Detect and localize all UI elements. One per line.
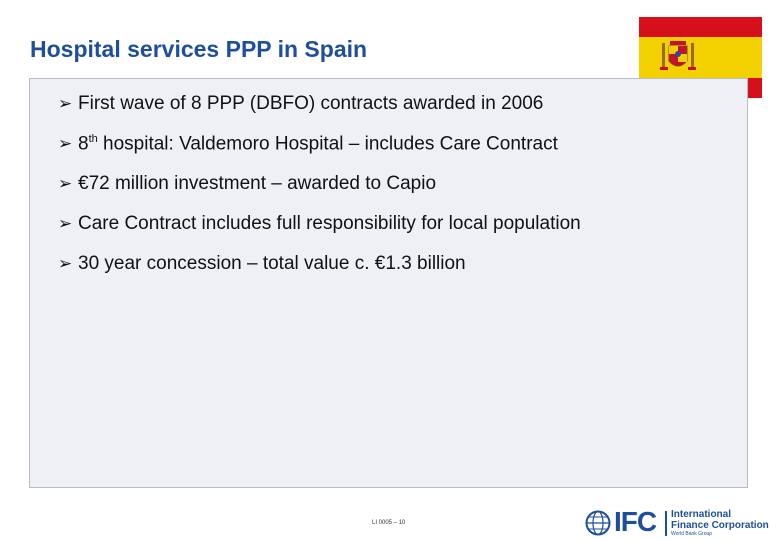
flag-stripe-top [639,17,762,37]
bullet-item: ➢ 30 year concession – total value c. €1… [58,253,581,293]
arrowhead-bullet-icon: ➢ [58,254,73,273]
logo-divider [665,511,667,536]
footer-code: LI 0005 – 10 [372,520,406,526]
logo-name-line1: International [671,509,732,520]
logo-mark: IFC [614,506,657,537]
bullet-text: €72 million investment – awarded to Capi… [78,173,437,194]
slide-title: Hospital services PPP in Spain [30,36,368,62]
ifc-logo: IFC International Finance Corporation Wo… [585,506,775,538]
bullet-list: ➢ First wave of 8 PPP (DBFO) contracts a… [58,93,581,293]
arrowhead-bullet-icon: ➢ [58,94,73,113]
bullet-text: Care Contract includes full responsibili… [78,213,581,234]
arrowhead-bullet-icon: ➢ [58,134,73,154]
arrowhead-bullet-icon: ➢ [58,174,73,193]
coat-of-arms-icon [660,41,696,70]
bullet-text: 8th hospital: Valdemoro Hospital – inclu… [78,133,558,155]
arrowhead-bullet-icon: ➢ [58,214,73,233]
bullet-item: ➢ First wave of 8 PPP (DBFO) contracts a… [58,93,581,133]
bullet-text-post: hospital: Valdemoro Hospital – includes … [97,133,558,155]
bullet-item: ➢ Care Contract includes full responsibi… [58,213,581,253]
bullet-item: ➢ €72 million investment – awarded to Ca… [58,173,581,213]
bullet-text-sup: th [88,133,98,145]
logo-name-line2: Finance Corporation [671,520,769,531]
logo-subtitle: World Bank Group [671,531,713,537]
bullet-text: First wave of 8 PPP (DBFO) contracts awa… [78,93,544,114]
bullet-item: ➢ 8th hospital: Valdemoro Hospital – inc… [58,133,581,173]
content-panel: ➢ First wave of 8 PPP (DBFO) contracts a… [29,78,748,488]
bullet-text: 30 year concession – total value c. €1.3… [78,253,466,274]
logo-name: International Finance Corporation [671,509,769,531]
globe-icon [585,510,611,536]
bullet-text-pre: 8 [78,133,89,155]
